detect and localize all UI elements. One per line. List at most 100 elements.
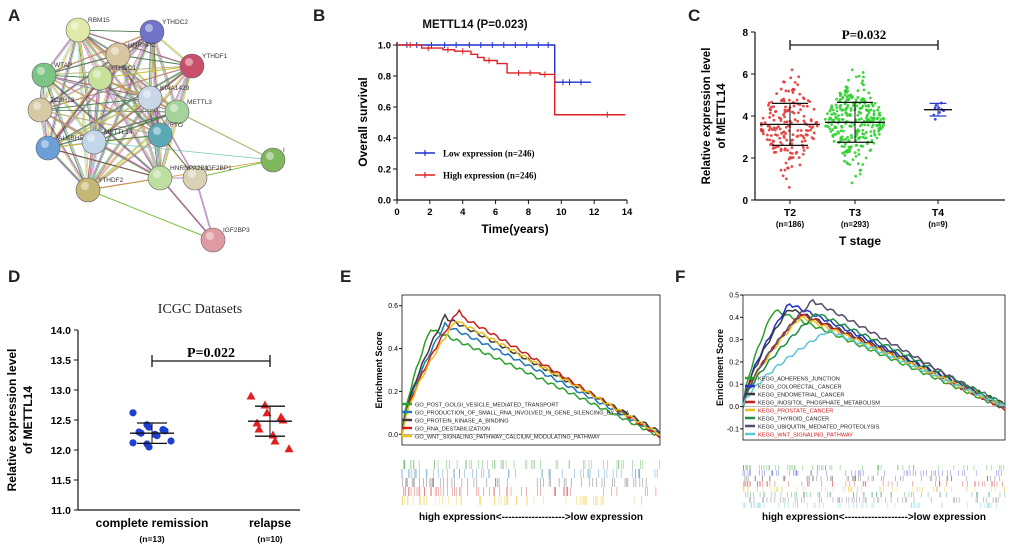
data-point bbox=[862, 75, 865, 79]
data-point bbox=[823, 117, 827, 121]
data-point bbox=[790, 68, 794, 72]
data-point bbox=[834, 132, 838, 136]
network-node-highlight bbox=[111, 47, 119, 55]
network-edge bbox=[43, 74, 95, 143]
data-point bbox=[867, 118, 870, 121]
data-point bbox=[844, 106, 848, 110]
data-point bbox=[824, 124, 827, 128]
y-axis-title: Enrichment Score bbox=[374, 331, 384, 408]
x-tick-count: (n=186) bbox=[776, 220, 805, 229]
data-point bbox=[882, 123, 885, 127]
data-point bbox=[779, 119, 783, 122]
network-edge bbox=[47, 29, 79, 149]
y-axis-title-line1: Relative expression level bbox=[5, 349, 19, 492]
network-edge bbox=[87, 65, 193, 191]
data-point bbox=[284, 444, 294, 453]
data-point bbox=[871, 123, 875, 127]
x-tick-label: 14 bbox=[622, 207, 633, 218]
network-edge bbox=[38, 109, 88, 191]
legend-label: KEGG_THYROID_CANCER bbox=[758, 416, 829, 422]
data-point bbox=[856, 128, 860, 132]
network-edge bbox=[78, 29, 162, 179]
y-tick-label: 0.5 bbox=[729, 293, 739, 300]
network-edge bbox=[93, 111, 178, 143]
network-edge bbox=[44, 74, 96, 143]
data-point bbox=[860, 117, 863, 121]
network-edge bbox=[117, 54, 178, 113]
network-edge bbox=[49, 65, 194, 149]
data-point bbox=[854, 143, 858, 147]
data-point bbox=[870, 139, 874, 142]
network-edge bbox=[98, 77, 160, 136]
x-tick-label: 10 bbox=[556, 207, 567, 218]
network-node bbox=[105, 42, 131, 68]
data-point bbox=[847, 139, 851, 143]
data-point bbox=[870, 125, 874, 129]
data-point bbox=[801, 152, 805, 156]
network-edge bbox=[177, 111, 275, 161]
data-point bbox=[878, 113, 882, 117]
network-node bbox=[31, 62, 57, 88]
network-node-highlight bbox=[185, 58, 193, 66]
network-edge bbox=[160, 177, 215, 241]
data-point bbox=[790, 152, 794, 155]
network-edge bbox=[88, 97, 152, 191]
data-point bbox=[873, 101, 877, 105]
data-point bbox=[791, 133, 795, 136]
network-edge bbox=[98, 77, 176, 113]
network-edge bbox=[48, 77, 102, 149]
data-point bbox=[129, 409, 137, 417]
legend-label: GO_POST_GOLGI_VESICLE_MEDIATED_TRANSPORT bbox=[415, 402, 559, 408]
data-point bbox=[167, 437, 175, 445]
data-point bbox=[760, 128, 763, 132]
network-edge bbox=[47, 97, 151, 149]
data-point bbox=[797, 75, 801, 79]
y-tick-label: 1.0 bbox=[378, 41, 391, 52]
icgc-scatter-chart: ICGC Datasets 11.0 11.5 12.0 12.5 13.0 13.5 14.… bbox=[5, 302, 300, 544]
network-edge bbox=[93, 54, 119, 143]
data-point bbox=[865, 142, 869, 146]
data-point bbox=[934, 103, 938, 107]
data-point bbox=[856, 96, 860, 99]
legend-label: KEGG_COLORECTAL_CANCER bbox=[758, 384, 842, 390]
panel-c: C 0 2 4 6 8 Relative expression level of METTL… bbox=[680, 0, 1010, 265]
network-edge bbox=[95, 111, 179, 143]
data-point bbox=[869, 130, 873, 133]
data-point bbox=[796, 129, 800, 132]
legend-label: GO_PRODUCTION_OF_SMALL_RNA_INVOLVED_IN_G… bbox=[415, 410, 629, 416]
data-point bbox=[845, 148, 849, 152]
data-point bbox=[270, 436, 280, 445]
network-edge bbox=[41, 65, 194, 111]
data-point bbox=[796, 119, 800, 123]
legend-label: High expression (n=246) bbox=[443, 171, 536, 181]
panel-letter-e: E bbox=[340, 267, 352, 286]
data-point bbox=[798, 163, 802, 167]
data-point bbox=[867, 91, 871, 95]
data-point bbox=[809, 118, 813, 122]
network-node-label: YTHDF1 bbox=[202, 53, 228, 60]
network-edge bbox=[44, 74, 90, 191]
network-node bbox=[147, 122, 173, 148]
data-point bbox=[846, 135, 849, 139]
data-point bbox=[869, 96, 872, 100]
data-point bbox=[842, 129, 845, 133]
network-edge bbox=[88, 189, 215, 241]
network-edge bbox=[49, 97, 152, 149]
survival-curve bbox=[397, 44, 591, 83]
data-point bbox=[779, 149, 783, 152]
data-point bbox=[787, 89, 791, 93]
data-point bbox=[872, 109, 876, 113]
gsea-kegg-chart: -0.1 0.0 0.1 0.2 0.3 0.4 0.5 Enrichment Score KE… bbox=[715, 293, 1006, 523]
data-point bbox=[872, 141, 876, 145]
network-node-highlight bbox=[81, 182, 89, 190]
data-point bbox=[798, 92, 802, 96]
network-node-label: YTHDC1 bbox=[110, 65, 136, 72]
network-node-label: WTAP bbox=[54, 62, 72, 69]
data-point bbox=[784, 105, 787, 109]
x-axis-title: T stage bbox=[839, 234, 881, 248]
network-edge bbox=[101, 65, 194, 79]
network-edge bbox=[149, 97, 196, 179]
network-node-label: YTHDF2 bbox=[98, 177, 124, 184]
data-point bbox=[812, 107, 816, 111]
data-point bbox=[858, 111, 862, 115]
